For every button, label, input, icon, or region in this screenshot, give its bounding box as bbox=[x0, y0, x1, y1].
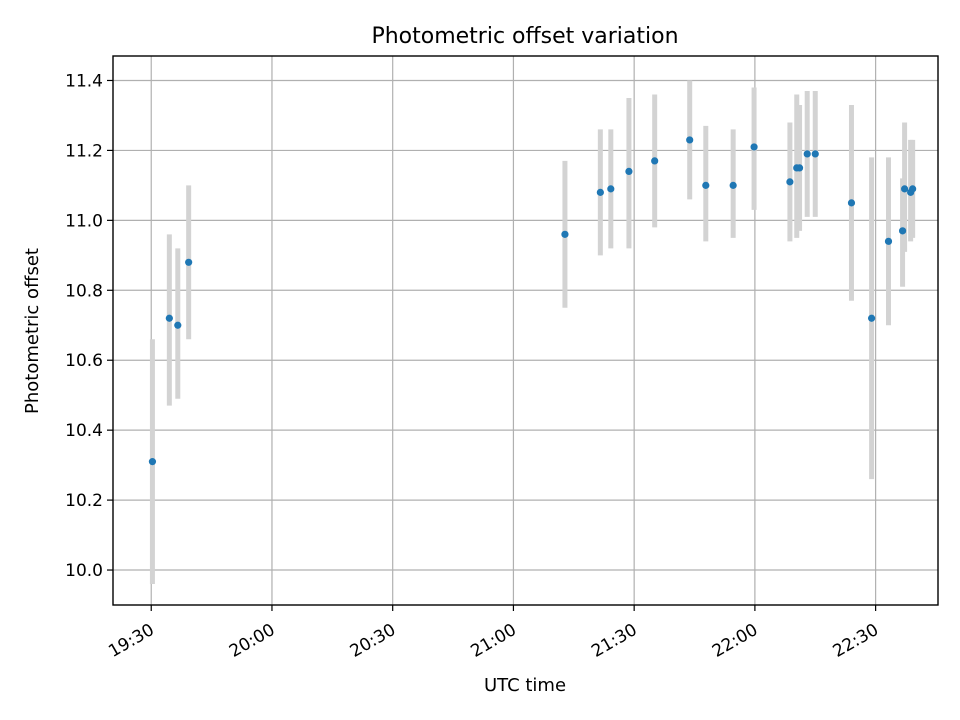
data-point bbox=[729, 181, 737, 189]
data-point bbox=[786, 178, 794, 186]
x-axis-label: UTC time bbox=[484, 675, 566, 696]
x-tick-label: 22:30 bbox=[830, 620, 882, 662]
y-tick-label: 11.2 bbox=[65, 141, 103, 161]
plot-frame bbox=[112, 55, 939, 606]
data-point bbox=[847, 199, 856, 207]
y-tick-label: 10.4 bbox=[65, 421, 103, 441]
data-point bbox=[900, 185, 909, 193]
x-tick-label: 22:00 bbox=[709, 620, 761, 662]
y-tick-label: 10.8 bbox=[65, 281, 103, 301]
data-point bbox=[702, 181, 710, 189]
data-point bbox=[795, 164, 804, 172]
data-point bbox=[148, 458, 157, 466]
data-point bbox=[596, 188, 604, 196]
x-tick-label: 19:30 bbox=[105, 620, 157, 662]
data-point bbox=[909, 185, 917, 193]
point-layer bbox=[148, 136, 917, 466]
x-tick-label: 20:30 bbox=[347, 620, 399, 662]
errorbar-layer bbox=[149, 80, 916, 585]
x-tick-label: 21:00 bbox=[467, 620, 519, 662]
y-tick-label: 11.4 bbox=[65, 71, 103, 91]
data-point bbox=[625, 167, 633, 175]
data-point bbox=[750, 143, 758, 151]
data-point bbox=[185, 258, 193, 266]
data-point bbox=[811, 150, 819, 158]
data-point bbox=[561, 230, 569, 238]
y-tick-label: 10.2 bbox=[65, 491, 103, 511]
y-tick-label: 10.6 bbox=[65, 351, 103, 371]
y-tick-label: 10.0 bbox=[65, 561, 103, 581]
data-point bbox=[803, 150, 811, 158]
tick-layer: 19:30 20:00 20:30 21:00 21:30 22:00 22:30 10.0 1… bbox=[65, 71, 882, 661]
y-tick-label: 11.0 bbox=[65, 211, 103, 231]
data-point bbox=[651, 157, 659, 165]
x-tick-label: 21:30 bbox=[588, 620, 640, 662]
x-tick-label: 20:00 bbox=[226, 620, 278, 662]
data-point bbox=[867, 314, 876, 322]
data-point bbox=[884, 237, 893, 245]
y-axis-label: Photometric offset bbox=[22, 248, 43, 414]
data-point bbox=[686, 136, 694, 144]
data-point bbox=[174, 321, 182, 329]
data-point bbox=[165, 314, 173, 322]
data-point bbox=[898, 227, 907, 235]
data-point bbox=[607, 185, 615, 193]
chart-title: Photometric offset variation bbox=[371, 24, 678, 49]
